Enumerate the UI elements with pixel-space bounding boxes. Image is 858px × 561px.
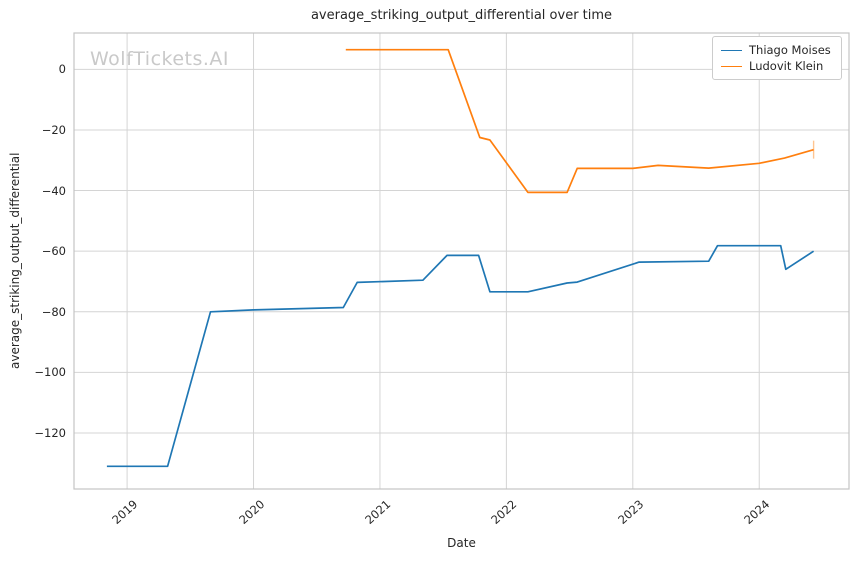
- watermark: WolfTickets.AI: [90, 48, 230, 70]
- y-tick-label: −20: [41, 122, 66, 137]
- y-axis-label: average_striking_output_differential: [8, 152, 22, 370]
- y-tick-label: −120: [34, 425, 66, 440]
- y-tick-label: −40: [41, 183, 66, 198]
- legend-line-sample: [721, 65, 742, 67]
- y-tick-label: −60: [41, 244, 66, 259]
- legend-label: Ludovit Klein: [749, 59, 824, 73]
- legend: Thiago Moises Ludovit Klein: [712, 36, 842, 80]
- y-tick-label: −100: [34, 365, 66, 380]
- legend-item: Thiago Moises: [721, 42, 833, 58]
- y-tick-label: 0: [58, 62, 66, 77]
- axes-border: [73, 32, 850, 490]
- legend-label: Thiago Moises: [749, 43, 831, 57]
- legend-line-sample: [721, 49, 742, 51]
- x-axis-label: Date: [447, 536, 476, 550]
- chart-title: average_striking_output_differential ove…: [310, 8, 613, 23]
- series-line-thiago-moises: [106, 244, 815, 468]
- legend-item: Ludovit Klein: [721, 58, 833, 74]
- series-line-ludovit-klein: [345, 48, 814, 194]
- y-tick-label: −80: [41, 304, 66, 319]
